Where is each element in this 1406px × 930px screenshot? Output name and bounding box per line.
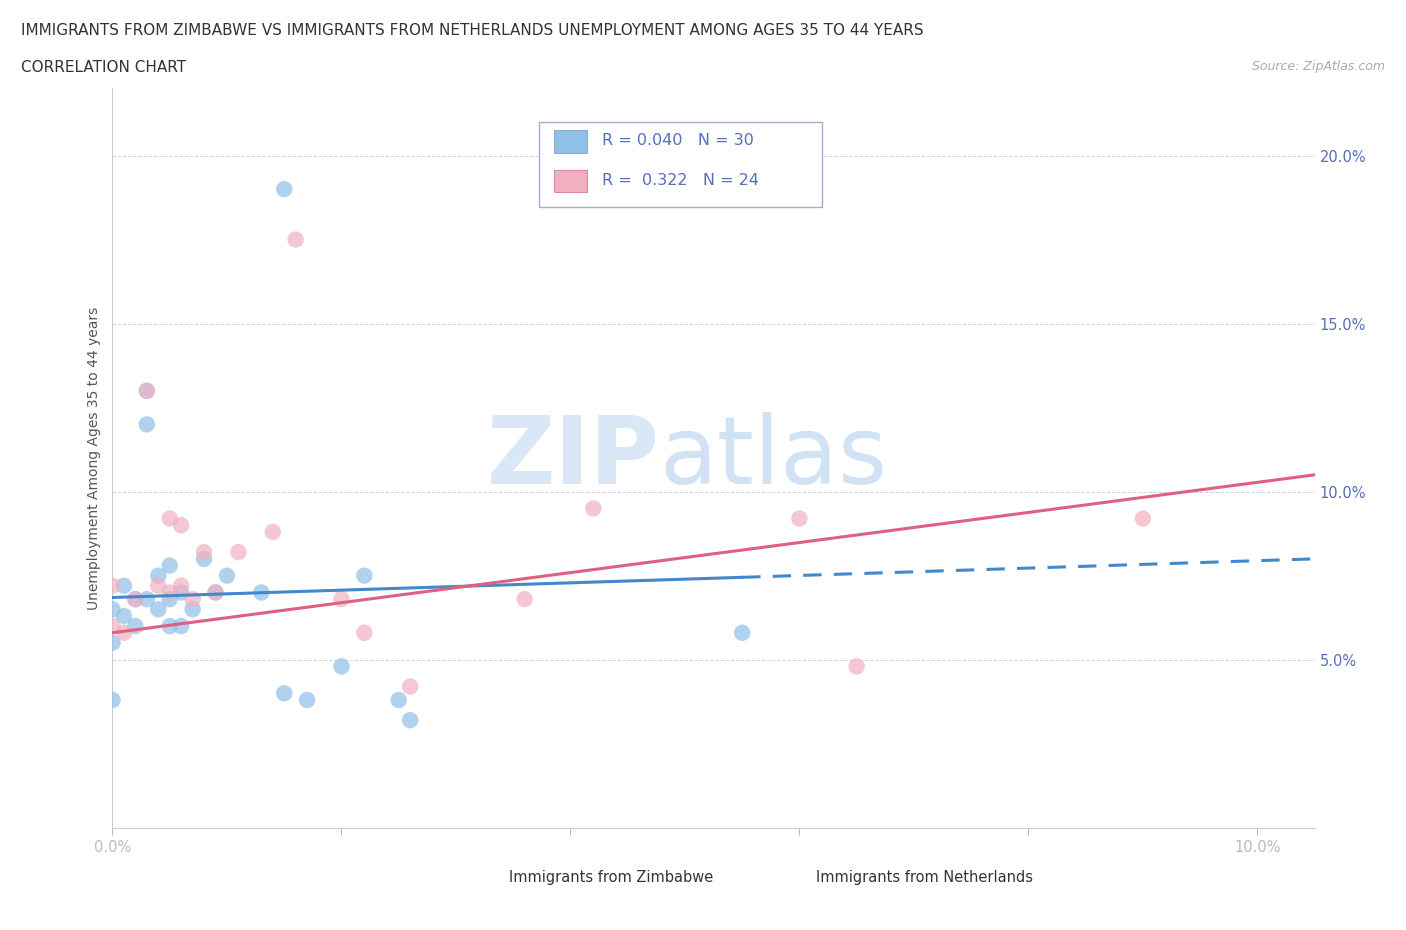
Point — [135, 383, 157, 398]
Point — [124, 618, 146, 633]
Point — [101, 635, 124, 650]
Point — [731, 625, 754, 640]
Text: Immigrants from Netherlands: Immigrants from Netherlands — [815, 870, 1033, 885]
Point — [112, 625, 135, 640]
Point — [399, 679, 422, 694]
Text: Immigrants from Zimbabwe: Immigrants from Zimbabwe — [509, 870, 713, 885]
Point — [353, 568, 375, 583]
Text: IMMIGRANTS FROM ZIMBABWE VS IMMIGRANTS FROM NETHERLANDS UNEMPLOYMENT AMONG AGES : IMMIGRANTS FROM ZIMBABWE VS IMMIGRANTS F… — [21, 23, 924, 38]
Point — [215, 568, 238, 583]
Point — [101, 693, 124, 708]
Point — [399, 712, 422, 727]
Point — [250, 585, 273, 600]
Y-axis label: Unemployment Among Ages 35 to 44 years: Unemployment Among Ages 35 to 44 years — [87, 306, 101, 610]
Point — [148, 602, 170, 617]
Point — [181, 591, 204, 606]
Point — [353, 625, 375, 640]
FancyBboxPatch shape — [540, 122, 821, 206]
Point — [159, 618, 181, 633]
Point — [170, 585, 193, 600]
Point — [170, 518, 193, 533]
Bar — [780, 869, 806, 891]
Bar — [554, 130, 588, 153]
Point — [101, 618, 124, 633]
Point — [159, 558, 181, 573]
Point — [193, 545, 215, 560]
Point — [101, 602, 124, 617]
Point — [228, 545, 250, 560]
Point — [159, 585, 181, 600]
Point — [204, 585, 226, 600]
Bar — [472, 869, 499, 891]
Point — [181, 602, 204, 617]
Point — [262, 525, 284, 539]
Point — [135, 383, 157, 398]
Point — [582, 501, 605, 516]
Point — [204, 585, 226, 600]
Text: CORRELATION CHART: CORRELATION CHART — [21, 60, 186, 75]
Point — [159, 512, 181, 526]
Point — [135, 591, 157, 606]
Point — [148, 568, 170, 583]
Point — [170, 578, 193, 593]
Point — [124, 591, 146, 606]
Point — [330, 659, 353, 674]
Point — [330, 591, 353, 606]
Point — [1132, 512, 1154, 526]
Point — [845, 659, 868, 674]
Point — [295, 693, 318, 708]
Point — [388, 693, 411, 708]
Text: R = 0.040   N = 30: R = 0.040 N = 30 — [602, 133, 754, 149]
Point — [273, 685, 295, 700]
Point — [112, 608, 135, 623]
Point — [159, 591, 181, 606]
Point — [124, 591, 146, 606]
Point — [273, 181, 295, 196]
Text: atlas: atlas — [659, 412, 887, 504]
Point — [513, 591, 536, 606]
Point — [135, 417, 157, 432]
Point — [101, 578, 124, 593]
Point — [112, 578, 135, 593]
Bar — [554, 169, 588, 192]
Text: R =  0.322   N = 24: R = 0.322 N = 24 — [602, 173, 759, 188]
Point — [193, 551, 215, 566]
Text: ZIP: ZIP — [486, 412, 659, 504]
Point — [284, 232, 307, 247]
Point — [148, 578, 170, 593]
Text: Source: ZipAtlas.com: Source: ZipAtlas.com — [1251, 60, 1385, 73]
Point — [170, 618, 193, 633]
Point — [789, 512, 811, 526]
